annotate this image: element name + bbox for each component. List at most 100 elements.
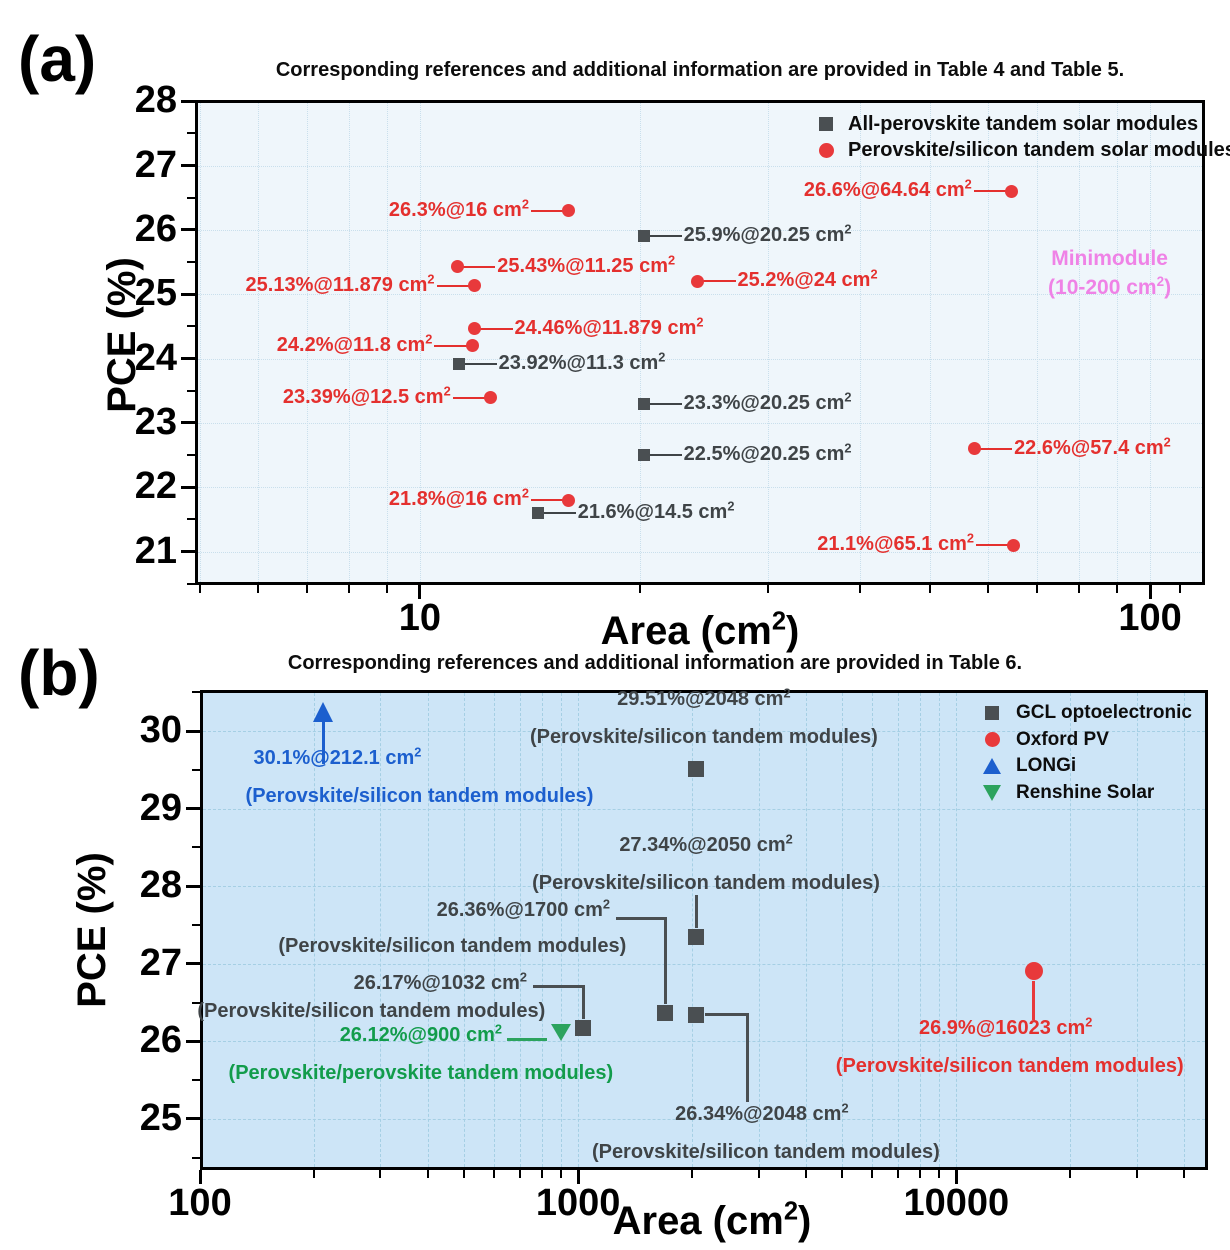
data-point-label: 23.3%@20.25 cm2 — [683, 388, 852, 414]
grid-line-vertical — [859, 103, 861, 582]
y-axis-tick-label: 28 — [134, 79, 177, 122]
y-axis-minor-tick — [192, 1156, 200, 1159]
grid-line-vertical — [988, 103, 990, 582]
data-point-square — [575, 1020, 592, 1037]
data-point-square — [687, 1006, 704, 1023]
x-axis-minor-tick — [426, 1170, 429, 1178]
data-point-square — [657, 1005, 674, 1022]
y-axis-major-tick — [186, 962, 200, 966]
x-axis-minor-tick — [1135, 1170, 1138, 1178]
y-axis-tick-label: 22 — [134, 465, 177, 508]
data-point-square — [637, 230, 650, 243]
data-point-circle — [468, 322, 482, 336]
x-axis-minor-tick — [518, 1170, 521, 1178]
x-axis-label: Area (cm2) — [612, 1197, 812, 1243]
legend-item-label: All-perovskite tandem solar modules — [848, 113, 1199, 135]
x-axis-major-tick — [954, 1170, 958, 1184]
grid-line-horizontal — [198, 294, 1202, 296]
y-axis-major-tick — [181, 292, 195, 296]
y-axis-major-tick — [181, 550, 195, 554]
grid-line-vertical — [419, 103, 421, 582]
grid-line-horizontal — [198, 165, 1202, 167]
x-axis-major-tick — [576, 1170, 580, 1184]
grid-line-vertical — [494, 693, 496, 1167]
minimodule-note: Minimodule — [1051, 246, 1168, 270]
data-point-label: 25.43%@11.25 cm2 — [497, 251, 676, 277]
annotation-label: 26.9%@16023 cm2 — [919, 1014, 1093, 1040]
grid-line-vertical — [464, 693, 466, 1167]
data-point-label: 25.13%@11.879 cm2 — [245, 271, 435, 296]
data-point-label: 21.1%@65.1 cm2 — [817, 530, 974, 556]
x-axis-minor-tick — [804, 1170, 807, 1178]
x-axis-minor-tick — [256, 585, 259, 593]
x-axis-minor-tick — [348, 585, 351, 593]
grid-line-vertical — [578, 693, 580, 1167]
data-point-arrow-up-stem — [321, 721, 325, 765]
grid-line-vertical — [956, 693, 958, 1167]
data-point-label: 26.3%@16 cm2 — [388, 195, 529, 221]
data-point-circle — [691, 274, 705, 288]
annotation-label: 26.36%@1700 cm2 — [436, 896, 610, 922]
x-axis-minor-tick — [379, 1170, 382, 1178]
legend-item-label: LONGi — [1016, 755, 1077, 776]
grid-line-vertical — [313, 693, 315, 1167]
y-axis-minor-tick — [187, 196, 195, 199]
legend-item-label: GCL optoelectronic — [1016, 702, 1192, 723]
data-point-square — [687, 761, 704, 778]
x-axis-major-tick — [418, 585, 422, 599]
x-axis-minor-tick — [918, 1170, 921, 1178]
grid-line-vertical — [306, 103, 308, 582]
x-axis-label: Area (cm2) — [600, 607, 800, 653]
legend-circle-marker — [984, 732, 1000, 747]
grid-line-vertical — [519, 693, 521, 1167]
annotation-sub-label: (Perovskite/silicon tandem modules) — [197, 1000, 546, 1023]
y-axis-minor-tick — [187, 518, 195, 521]
data-point-label: 25.9%@20.25 cm2 — [683, 221, 852, 247]
data-point-label: 21.6%@14.5 cm2 — [577, 498, 735, 523]
data-point-square — [452, 357, 465, 370]
x-axis-tick-label: 100 — [168, 1182, 232, 1224]
grid-line-horizontal — [198, 358, 1202, 360]
y-axis-minor-tick — [187, 454, 195, 457]
point-connector-line — [697, 280, 736, 283]
grid-line-vertical — [842, 693, 844, 1167]
y-axis-tick-label: 24 — [134, 336, 177, 379]
y-axis-major-tick — [181, 485, 195, 489]
x-axis-minor-tick — [540, 1170, 543, 1178]
panel-b-y-axis-label: PCE (%) — [70, 852, 114, 1008]
annotation-connector-line — [615, 916, 667, 920]
grid-line-vertical — [1183, 693, 1185, 1167]
data-point-square — [637, 449, 650, 462]
legend-square-marker — [985, 706, 999, 720]
data-point-circle — [484, 391, 498, 405]
y-axis-major-tick — [186, 1117, 200, 1121]
grid-line-horizontal — [198, 487, 1202, 489]
panel-a-letter: (a) — [18, 23, 97, 95]
grid-line-vertical — [257, 103, 259, 582]
annotation-label: 29.51%@2048 cm2 — [617, 685, 791, 711]
y-axis-tick-label: 23 — [134, 400, 177, 443]
annotation-connector-line — [1032, 980, 1036, 1020]
y-axis-tick-label: 25 — [139, 1096, 182, 1139]
grid-line-vertical — [1070, 693, 1072, 1167]
grid-line-horizontal — [203, 963, 1205, 965]
legend-square-marker — [819, 117, 833, 131]
data-point-square — [531, 506, 544, 519]
grid-line-vertical — [805, 693, 807, 1167]
annotation-label: 26.12%@900 cm2 — [339, 1021, 502, 1046]
annotation-connector-line — [581, 984, 585, 1019]
y-axis-minor-tick — [192, 691, 200, 694]
grid-line-vertical — [897, 693, 899, 1167]
annotation-connector-line — [694, 894, 698, 928]
legend-triangle-up-marker — [983, 758, 1001, 774]
grid-line-vertical — [1116, 103, 1118, 582]
legend-triangle-down-marker — [983, 784, 1001, 801]
point-connector-line — [458, 362, 497, 365]
data-point-label: 23.39%@12.5 cm2 — [282, 383, 451, 408]
grid-line-horizontal — [203, 1041, 1205, 1043]
x-axis-minor-tick — [858, 585, 861, 593]
point-connector-line — [457, 265, 496, 268]
panel-b-title: Corresponding references and additional … — [287, 652, 1023, 674]
grid-line-vertical — [758, 693, 760, 1167]
annotation-label: 27.34%@2050 cm2 — [619, 831, 793, 857]
